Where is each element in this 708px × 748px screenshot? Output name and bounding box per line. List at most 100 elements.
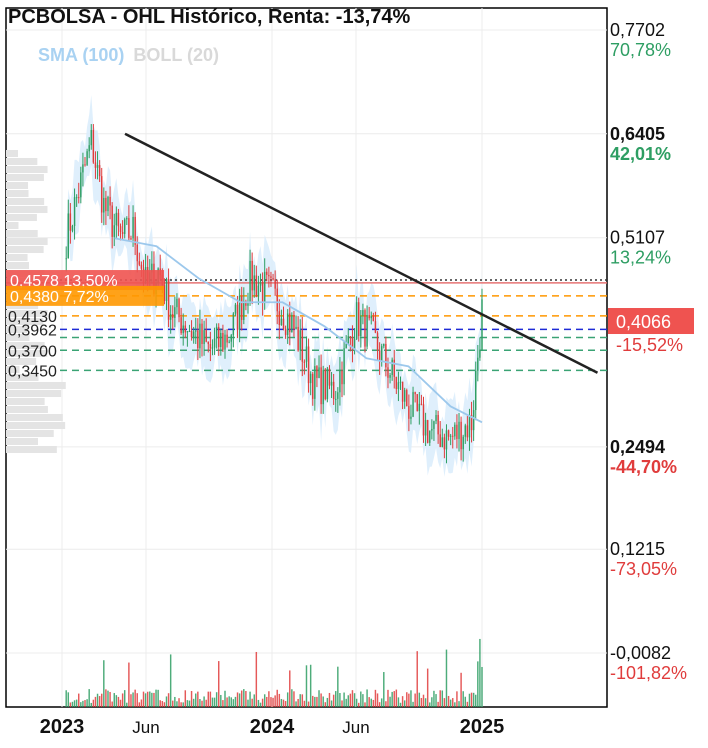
candle-body	[197, 330, 199, 349]
volume-profile-bar	[6, 230, 38, 237]
volume-bar	[266, 696, 268, 707]
candle-body	[464, 425, 467, 437]
candle-body	[94, 162, 97, 168]
volume-bar	[462, 691, 464, 707]
volume-bar	[149, 691, 151, 707]
volume-bar	[445, 649, 448, 707]
volume-bar	[263, 694, 266, 707]
volume-bar	[320, 693, 322, 707]
volume-bar	[439, 690, 441, 707]
volume-bar	[380, 698, 383, 707]
candle-body	[71, 225, 74, 231]
volume-bar	[123, 690, 126, 707]
volume-bar	[199, 699, 201, 707]
candle-body	[226, 334, 228, 343]
candle-body	[449, 435, 452, 437]
candle-body	[272, 278, 274, 280]
candle-body	[297, 326, 299, 351]
candle-body	[458, 421, 460, 439]
candle-body	[477, 357, 479, 371]
time-axis-tick: 2023	[40, 716, 85, 738]
candle-body	[414, 392, 416, 395]
candle-body	[180, 317, 182, 334]
candle-body	[378, 350, 381, 362]
candle-body	[86, 151, 88, 165]
candle-body	[263, 271, 266, 302]
sma-legend[interactable]: SMA (100)	[38, 45, 125, 65]
candle-body	[132, 216, 134, 239]
candle-body	[278, 311, 281, 326]
volume-bar	[270, 697, 272, 707]
candle-body	[416, 394, 418, 412]
candle-body	[420, 403, 423, 405]
volume-bar	[251, 698, 253, 707]
candle-body	[236, 304, 239, 330]
volume-bar	[443, 698, 446, 707]
volume-bar	[224, 690, 226, 707]
candle-body	[320, 367, 322, 405]
volume-bar	[155, 689, 157, 707]
candle-body	[422, 404, 425, 436]
volume-bar	[362, 694, 364, 707]
volume-bar	[468, 693, 471, 707]
volume-bar	[220, 694, 222, 707]
volume-bar	[349, 693, 352, 707]
volume-bar	[153, 692, 155, 707]
volume-bar	[119, 699, 122, 707]
candle-body	[383, 343, 385, 347]
candle-body	[337, 392, 339, 399]
volume-profile-bar	[6, 446, 57, 453]
volume-bar	[65, 690, 67, 707]
candle-body	[395, 376, 398, 390]
volume-bar	[151, 692, 153, 707]
volume-profile-bar	[6, 342, 45, 349]
volume-bar	[115, 695, 118, 707]
candle-body	[456, 424, 458, 439]
volume-profile-bar	[6, 366, 20, 373]
volume-bar	[385, 701, 387, 707]
volume-bar	[174, 696, 176, 707]
candle-body	[192, 331, 195, 338]
candle-body	[368, 315, 370, 319]
candle-body	[213, 338, 216, 348]
volume-bar	[86, 699, 88, 707]
volume-bar	[276, 689, 278, 707]
volume-bar	[343, 692, 345, 707]
candle-body	[339, 370, 341, 393]
candle-body	[330, 381, 333, 386]
volume-profile-bar	[6, 198, 45, 205]
candle-body	[100, 176, 103, 213]
candle-body	[466, 425, 469, 438]
candle-body	[113, 225, 115, 237]
boll-legend[interactable]: BOLL (20)	[133, 45, 220, 65]
candle-body	[84, 164, 86, 166]
candle-body	[96, 165, 99, 168]
candle-body	[186, 331, 189, 333]
candle-body	[234, 304, 237, 314]
volume-bar	[372, 699, 375, 707]
candle-body	[431, 428, 433, 431]
volume-bar	[243, 689, 245, 707]
volume-bar	[339, 693, 341, 707]
candle-body	[243, 301, 245, 320]
candle-body	[460, 421, 462, 450]
volume-bar	[82, 700, 84, 707]
volume-bar	[203, 696, 205, 707]
candle-body	[190, 331, 193, 338]
volume-bar	[192, 698, 195, 707]
volume-profile-bar	[6, 318, 44, 325]
candle-body	[176, 298, 178, 308]
candle-body	[289, 313, 291, 333]
candle-body	[98, 165, 101, 177]
candle-body	[345, 343, 347, 349]
price-candles	[65, 124, 483, 464]
volume-bar	[435, 694, 437, 707]
volume-bar	[255, 651, 258, 707]
volume-profile-bar	[6, 246, 44, 253]
chart-title: PCBOLSA - OHL Histórico, Renta: -13,74%	[8, 6, 411, 28]
current-price-value: 0,4066	[616, 312, 671, 332]
volume-bar	[368, 697, 370, 707]
candle-body	[238, 295, 241, 330]
volume-bar	[426, 668, 429, 707]
